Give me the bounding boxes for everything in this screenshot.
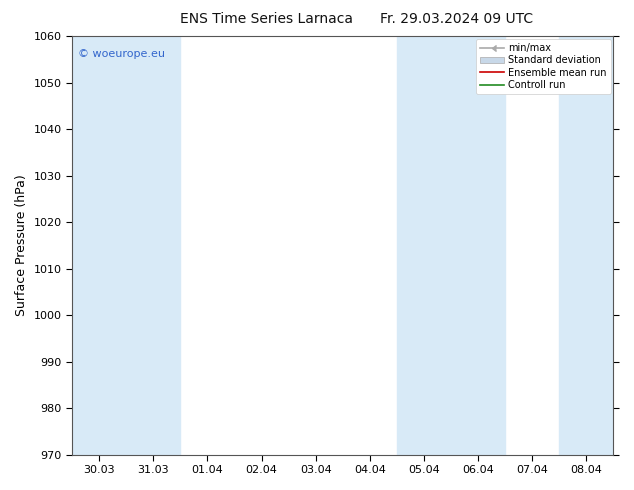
Bar bbox=[559, 36, 614, 455]
Text: Fr. 29.03.2024 09 UTC: Fr. 29.03.2024 09 UTC bbox=[380, 12, 533, 26]
Bar bbox=[72, 36, 180, 455]
Y-axis label: Surface Pressure (hPa): Surface Pressure (hPa) bbox=[15, 174, 28, 316]
Bar bbox=[397, 36, 505, 455]
Legend: min/max, Standard deviation, Ensemble mean run, Controll run: min/max, Standard deviation, Ensemble me… bbox=[476, 39, 611, 94]
Text: ENS Time Series Larnaca: ENS Time Series Larnaca bbox=[180, 12, 353, 26]
Text: © woeurope.eu: © woeurope.eu bbox=[77, 49, 164, 59]
